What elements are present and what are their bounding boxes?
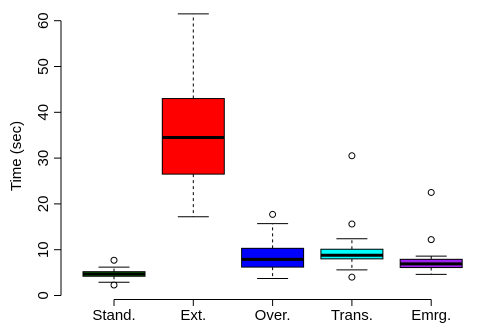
x-axis: Stand. Ext. Over. Trans. Emrg. (92, 299, 451, 324)
box-group (320, 152, 384, 281)
outlier-point (110, 256, 118, 264)
x-tick-label: Stand. (92, 307, 135, 324)
x-tick-label: Emrg. (411, 307, 451, 324)
box-group (82, 256, 146, 289)
y-tick-label: 20 (35, 196, 52, 213)
outlier-point (348, 152, 356, 160)
y-axis: 0 10 20 30 40 50 60 (35, 12, 62, 300)
x-tick-label: Trans. (331, 307, 373, 324)
box-series (82, 13, 463, 289)
y-axis-label: Time (sec) (8, 121, 25, 191)
y-tick-label: 0 (35, 291, 52, 299)
y-tick-label: 60 (35, 12, 52, 29)
y-tick-label: 50 (35, 58, 52, 75)
box-iqr (241, 247, 305, 268)
outlier-point (348, 220, 356, 228)
x-tick-label: Over. (255, 307, 291, 324)
outlier-point (348, 273, 356, 281)
outlier-point (110, 281, 118, 289)
outlier-point (269, 210, 277, 218)
box-group (399, 188, 463, 275)
outlier-point (427, 188, 435, 196)
outlier-point (427, 236, 435, 244)
box-group (241, 210, 305, 280)
y-tick-label: 10 (35, 241, 52, 258)
y-tick-label: 30 (35, 150, 52, 167)
box-group (161, 13, 225, 218)
y-tick-label: 40 (35, 104, 52, 121)
x-tick-label: Ext. (180, 307, 206, 324)
